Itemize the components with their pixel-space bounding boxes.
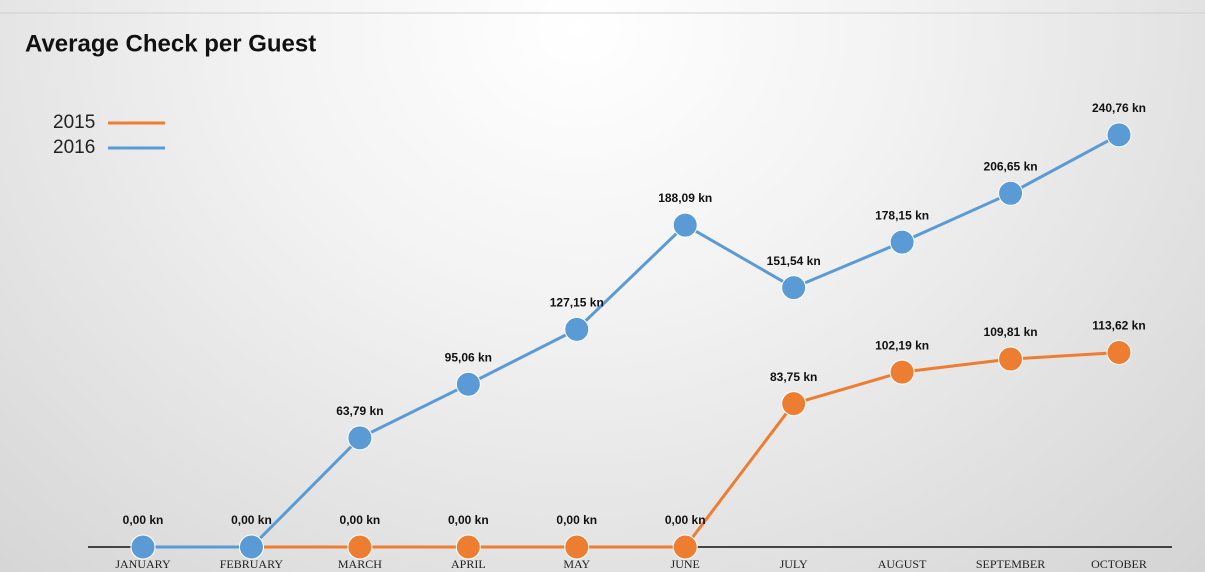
data-point [998, 180, 1024, 206]
data-point [998, 346, 1024, 372]
data-point [455, 534, 481, 560]
data-label: 0,00 kn [556, 513, 597, 527]
data-label: 0,00 kn [448, 513, 489, 527]
x-tick-label: JULY [780, 557, 808, 571]
data-point [1106, 122, 1132, 148]
data-label: 178,15 kn [875, 208, 929, 222]
data-point [889, 229, 915, 255]
data-label: 113,62 kn [1092, 319, 1145, 333]
legend-label: 2015 [53, 112, 95, 133]
series-line [143, 351, 1120, 549]
x-tick-label: JUNE [671, 557, 700, 571]
x-tick-label: OCTOBER [1091, 557, 1147, 571]
x-tick-label: AUGUST [878, 557, 927, 571]
data-point [347, 534, 373, 560]
data-label: 109,81 kn [984, 325, 1038, 339]
chart-title: Average Check per Guest [25, 30, 316, 57]
x-tick-label: MARCH [338, 557, 382, 571]
x-tick-label: FEBRUARY [220, 557, 284, 571]
data-point [347, 425, 373, 451]
data-label: 188,09 kn [658, 191, 712, 205]
data-point [672, 212, 698, 238]
data-label: 0,00 kn [340, 513, 381, 527]
x-tick-label: APRIL [451, 557, 486, 571]
data-label: 240,76 kn [1092, 101, 1146, 115]
data-point [564, 534, 590, 560]
data-point [1106, 340, 1132, 366]
data-point [672, 534, 698, 560]
data-point [781, 275, 807, 301]
data-label: 206,65 kn [984, 159, 1038, 173]
x-tick-label: SEPTEMBER [976, 557, 1045, 571]
series-line [143, 133, 1120, 549]
data-label: 0,00 kn [231, 513, 272, 527]
data-label: 0,00 kn [123, 513, 164, 527]
x-tick-label: JANUARY [115, 557, 171, 571]
data-point [781, 391, 807, 417]
data-point [564, 316, 590, 342]
data-label: 63,79 kn [336, 404, 383, 418]
data-point [455, 371, 481, 397]
data-label: 127,15 kn [550, 296, 604, 310]
legend-label: 2016 [53, 137, 95, 158]
data-point [889, 359, 915, 385]
data-label: 0,00 kn [665, 513, 706, 527]
data-point [130, 534, 156, 560]
data-label: 83,75 kn [770, 370, 817, 384]
data-label: 95,06 kn [445, 350, 492, 364]
data-point [238, 534, 264, 560]
x-tick-label: MAY [563, 557, 590, 571]
data-label: 102,19 kn [875, 338, 929, 352]
data-label: 151,54 kn [767, 254, 821, 268]
